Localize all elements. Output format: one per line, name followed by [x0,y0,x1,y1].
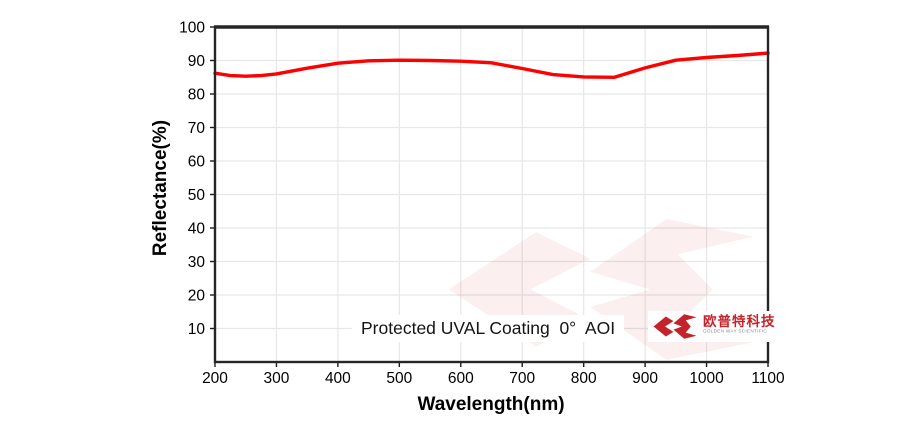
y-tick-label: 30 [188,254,206,271]
coating-annotation: Protected UVAL Coating 0° AOI [352,315,625,342]
x-tick-label: 600 [448,370,474,387]
y-tick-label: 20 [188,288,206,305]
x-tick-label: 800 [571,370,597,387]
x-tick-label: 200 [202,370,228,387]
x-tick-label: 500 [386,370,412,387]
y-tick-label: 100 [179,20,205,37]
x-tick-label: 900 [632,370,658,387]
x-tick-label: 1000 [689,370,724,387]
y-tick-label: 40 [188,221,206,238]
y-tick-label: 10 [188,321,206,338]
reflectance-curve [213,51,770,80]
y-tick-label: 50 [188,187,206,204]
x-tick-label: 400 [325,370,351,387]
logo-cn-text: 欧普特科技 [703,314,776,330]
y-tick-label: 80 [188,87,206,104]
y-axis-title: Reflectance(%) [150,119,171,257]
logo-en-text: GOLDEN WAY SCIENTIFIC [703,328,768,335]
y-tick-label: 60 [188,154,206,171]
logo-mark-icon [653,314,697,339]
x-tick-label: 300 [264,370,290,387]
y-tick-label: 90 [188,53,206,70]
x-axis-title: Wavelength(nm) [417,394,565,415]
brand-logo: 欧普特科技 GOLDEN WAY SCIENTIFIC [648,311,816,342]
x-tick-label: 1100 [751,370,785,387]
y-tick-label: 70 [188,120,206,137]
x-tick-label: 700 [509,370,535,387]
